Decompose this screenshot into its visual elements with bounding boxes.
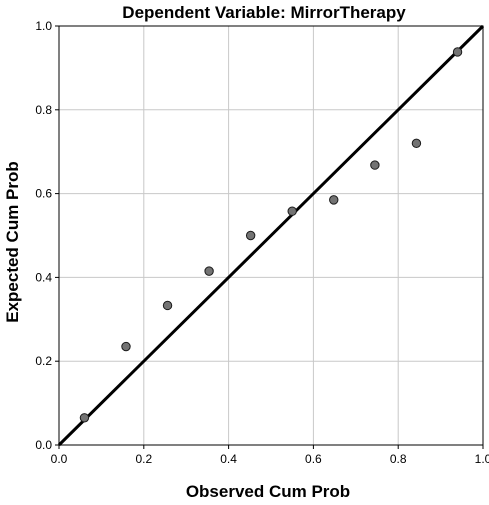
reference-line-group — [57, 24, 485, 447]
x-tick-label: 0.8 — [390, 452, 407, 466]
data-point — [411, 138, 422, 149]
x-tick-label: 1.0 — [475, 452, 489, 466]
reference-line — [57, 24, 485, 447]
x-tick-label: 0.0 — [51, 452, 68, 466]
x-tick-label: 0.2 — [135, 452, 152, 466]
data-point — [121, 341, 131, 352]
x-axis-title: Observed Cum Prob — [186, 482, 350, 500]
y-tick-label: 0.8 — [35, 103, 52, 117]
y-tick-label: 0.6 — [35, 187, 52, 201]
data-point — [204, 266, 214, 276]
plot-frame — [58, 25, 484, 446]
y-tick-label: 0.0 — [35, 438, 52, 452]
data-point — [370, 160, 380, 170]
chart-title: Dependent Variable: MirrorTherapy — [122, 3, 406, 22]
x-tick-label: 0.6 — [305, 452, 322, 466]
y-axis-ticks: 0.0 0.2 0.4 0.6 0.8 1.0 — [35, 19, 59, 452]
data-point — [79, 413, 90, 423]
y-axis-title: Expected Cum Prob — [3, 161, 22, 323]
data-points — [79, 47, 463, 423]
data-point — [245, 230, 256, 241]
data-point — [287, 206, 297, 216]
data-point — [452, 47, 463, 57]
y-tick-label: 0.2 — [35, 354, 52, 368]
y-tick-label: 1.0 — [35, 19, 52, 33]
data-point — [329, 195, 339, 205]
y-tick-label: 0.4 — [35, 270, 52, 284]
data-point — [162, 300, 173, 311]
x-axis-ticks: 0.0 0.2 0.4 0.6 0.8 1.0 — [51, 445, 489, 466]
x-tick-label: 0.4 — [220, 452, 237, 466]
